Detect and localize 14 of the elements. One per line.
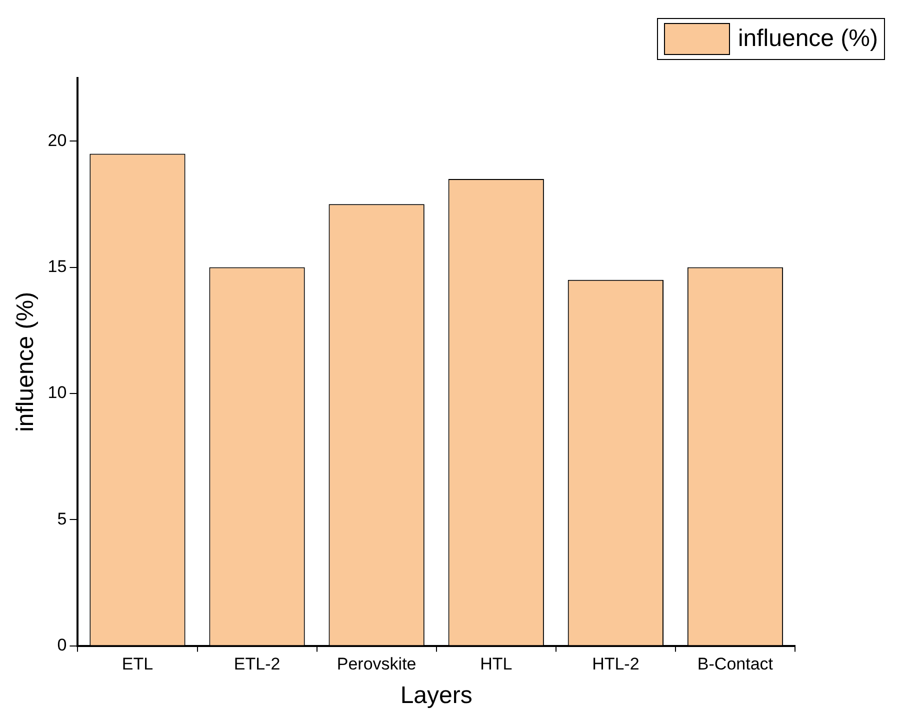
y-tick-label: 20 (48, 130, 67, 150)
x-tick-label: ETL-2 (234, 654, 280, 674)
x-axis-title: Layers (400, 682, 472, 710)
y-tick-label: 5 (57, 509, 67, 528)
text: influence (%) (738, 25, 878, 53)
y-axis-title: influence (%) (12, 292, 40, 432)
x-tick-label: B-Contact (697, 654, 774, 674)
y-tick-label: 10 (48, 383, 67, 402)
y-tick-label: 15 (48, 256, 67, 276)
x-tick-label: Perovskite (336, 654, 416, 674)
x-tick-label: HTL (480, 654, 512, 674)
x-tick-label: ETL (122, 654, 154, 674)
y-tick-label: 0 (57, 635, 67, 654)
x-tick-label: HTL-2 (592, 654, 640, 674)
